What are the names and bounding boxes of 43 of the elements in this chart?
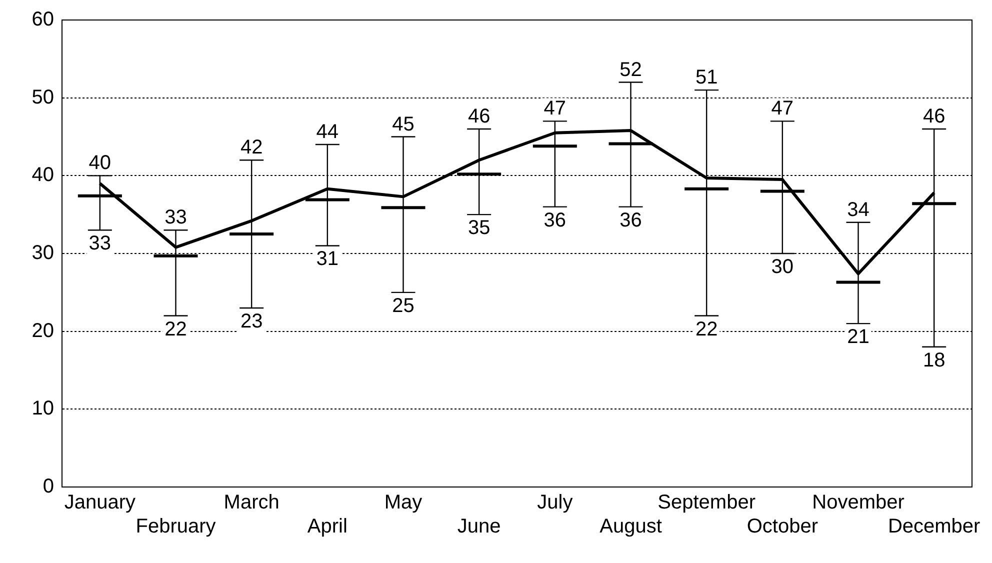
annotation: 33: [164, 206, 187, 229]
annotation: 30: [771, 256, 794, 278]
y-tick-label: 30: [32, 242, 54, 264]
x-tick-label: September: [658, 492, 756, 514]
y-tick-label: 60: [32, 8, 54, 31]
annotation: 51: [695, 66, 718, 89]
annotation: 47: [544, 98, 566, 120]
x-tick-label: January: [64, 492, 136, 514]
annotation: 45: [392, 113, 414, 136]
x-tick-label: October: [746, 516, 818, 538]
x-tick-label: July: [537, 492, 573, 514]
annotation: 23: [240, 310, 263, 332]
x-tick-label: November: [812, 492, 905, 514]
x-tick-label: June: [457, 516, 501, 538]
x-tick-label: February: [136, 516, 216, 538]
annotation: 25: [392, 294, 414, 317]
annotation: 21: [847, 326, 870, 348]
annotation: 36: [544, 209, 566, 232]
annotation: 40: [88, 152, 112, 174]
annotation: 35: [468, 217, 490, 240]
y-tick-label: 0: [42, 476, 54, 498]
annotation: 36: [620, 209, 642, 232]
x-tick-label: August: [600, 516, 662, 538]
x-tick-label: December: [888, 516, 981, 538]
annotation: 44: [316, 121, 339, 144]
annotation: 52: [620, 58, 642, 81]
annotation: 33: [88, 232, 112, 255]
annotation: 42: [240, 136, 263, 159]
annotation: 46: [922, 105, 946, 128]
annotation: 47: [771, 98, 794, 120]
x-tick-label: April: [307, 516, 348, 538]
y-tick-label: 10: [32, 398, 54, 420]
annotation: 22: [695, 318, 718, 340]
y-tick-label: 20: [32, 320, 54, 342]
annotation: 31: [316, 248, 339, 270]
annotation: 22: [164, 318, 187, 340]
annotation: 34: [847, 198, 870, 221]
x-tick-label: March: [224, 492, 280, 514]
y-tick-label: 50: [32, 86, 54, 108]
annotation: 46: [468, 105, 490, 128]
x-tick-label: May: [384, 492, 422, 514]
annotation: 18: [922, 349, 946, 372]
y-tick-label: 40: [32, 164, 54, 186]
